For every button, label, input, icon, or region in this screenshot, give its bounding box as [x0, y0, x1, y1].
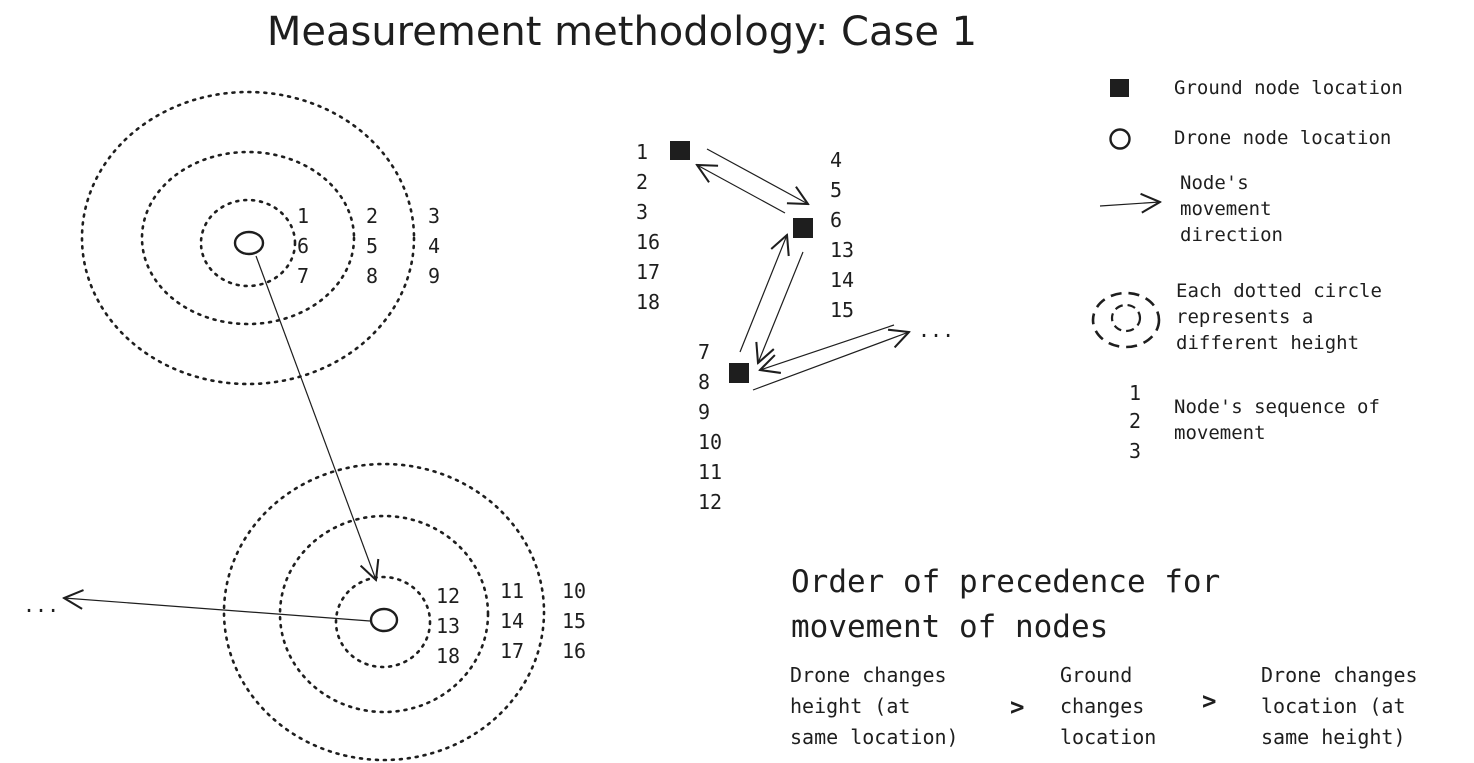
ground-node-icon [729, 363, 749, 383]
dotted-circle-legend-icon [1110, 303, 1142, 333]
legend-height-label: Each dotted circle [1176, 280, 1382, 302]
ground-node-legend-icon [1110, 79, 1129, 97]
precedence-step-2: changes [1060, 694, 1144, 718]
sequence-label: 10 [698, 430, 722, 454]
legend-direction-label: Node's [1180, 172, 1249, 194]
drone-cluster-top: 1 6 7 2 5 8 3 4 9 [80, 90, 440, 386]
precedence-heading: movement of nodes [791, 609, 1108, 645]
continuation-ellipsis: ... [918, 318, 954, 342]
ground-movement-arrow [697, 165, 786, 214]
legend-drone-label: Drone node location [1174, 127, 1391, 149]
legend-direction-label: movement [1180, 198, 1272, 220]
sequence-label: 5 [366, 234, 378, 258]
precedence-heading: Order of precedence for [791, 564, 1220, 600]
height-circle-outer [222, 462, 546, 762]
sequence-label: 3 [636, 200, 648, 224]
legend-height-label: represents a [1176, 306, 1313, 328]
height-circle-inner [334, 575, 432, 669]
sequence-label: 16 [562, 639, 586, 663]
diagram-title: Measurement methodology: Case 1 [267, 9, 977, 55]
drone-node-legend-icon [1109, 128, 1131, 150]
legend-height-label: different height [1176, 332, 1359, 354]
sequence-label: 2 [366, 204, 378, 228]
ground-node-icon [670, 141, 690, 160]
continuation-ellipsis: ... [23, 593, 59, 617]
precedence-step-3: Drone changes [1261, 663, 1418, 687]
sequence-label: 12 [436, 584, 460, 608]
precedence-section: Order of precedence for movement of node… [790, 564, 1418, 749]
drone-node-icon [369, 607, 399, 633]
precedence-step-3: same height) [1261, 725, 1406, 749]
precedence-step-1: same location) [790, 725, 959, 749]
ground-movement-arrow [739, 235, 787, 353]
legend-sequence-label: movement [1174, 422, 1266, 444]
sequence-label: 1 [297, 204, 309, 228]
sequence-label: 6 [830, 208, 842, 232]
sequence-label: 5 [830, 178, 842, 202]
sequence-label: 8 [698, 370, 710, 394]
legend-sequence-number: 1 [1129, 381, 1141, 405]
precedence-step-1: height (at [790, 694, 910, 718]
sequence-label: 18 [436, 644, 460, 668]
sequence-label: 15 [830, 298, 854, 322]
sequence-label: 17 [636, 260, 660, 284]
sequence-label: 11 [500, 579, 524, 603]
legend-ground-label: Ground node location [1174, 77, 1403, 99]
sequence-label: 9 [698, 400, 710, 424]
sequence-label: 13 [830, 238, 854, 262]
ground-movement-arrow [706, 148, 808, 204]
sequence-label: 12 [698, 490, 722, 514]
sequence-label: 2 [636, 170, 648, 194]
legend: Ground node location Drone node location… [1091, 77, 1403, 463]
sequence-label: 7 [698, 340, 710, 364]
ground-movement-arrow [758, 251, 804, 363]
legend-sequence-number: 2 [1129, 409, 1141, 433]
legend-direction-label: direction [1180, 224, 1283, 246]
ground-nodes: ... 1 2 3 16 17 18 4 5 6 13 14 15 7 8 9 … [636, 140, 954, 514]
height-circle-inner [199, 198, 297, 288]
drone-exit-arrow [64, 598, 371, 622]
legend-sequence-label: Node's sequence of [1174, 396, 1380, 418]
sequence-label: 9 [428, 264, 440, 288]
drone-movement-arrow [255, 255, 376, 580]
ground-movement-arrow [760, 324, 895, 370]
sequence-label: 6 [297, 234, 309, 258]
sequence-label: 11 [698, 460, 722, 484]
sequence-label: 10 [562, 579, 586, 603]
height-circle-middle [140, 150, 356, 326]
height-circle-middle [278, 514, 490, 714]
sequence-label: 14 [500, 609, 524, 633]
sequence-label: 3 [428, 204, 440, 228]
sequence-label: 7 [297, 264, 309, 288]
sequence-label: 18 [636, 290, 660, 314]
dotted-circle-legend-icon [1091, 291, 1161, 349]
precedence-step-1: Drone changes [790, 663, 947, 687]
precedence-step-2: location [1060, 725, 1156, 749]
sequence-label: 4 [830, 148, 842, 172]
legend-sequence-number: 3 [1129, 439, 1141, 463]
ground-movement-arrow [752, 332, 909, 391]
sequence-label: 14 [830, 268, 854, 292]
sequence-label: 1 [636, 140, 648, 164]
precedence-separator: > [1202, 687, 1216, 715]
drone-node-icon [233, 230, 265, 256]
precedence-step-3: location (at [1261, 694, 1406, 718]
sequence-label: 16 [636, 230, 660, 254]
direction-arrow-legend-icon [1099, 202, 1160, 206]
precedence-step-2: Ground [1060, 663, 1132, 687]
height-circle-outer [80, 90, 416, 386]
drone-cluster-bottom: 12 13 18 11 14 17 10 15 16 [222, 462, 586, 762]
sequence-label: 8 [366, 264, 378, 288]
sequence-label: 17 [500, 639, 524, 663]
ground-node-icon [793, 218, 813, 238]
sequence-label: 13 [436, 614, 460, 638]
sequence-label: 4 [428, 234, 440, 258]
sequence-label: 15 [562, 609, 586, 633]
precedence-separator: > [1010, 693, 1024, 721]
